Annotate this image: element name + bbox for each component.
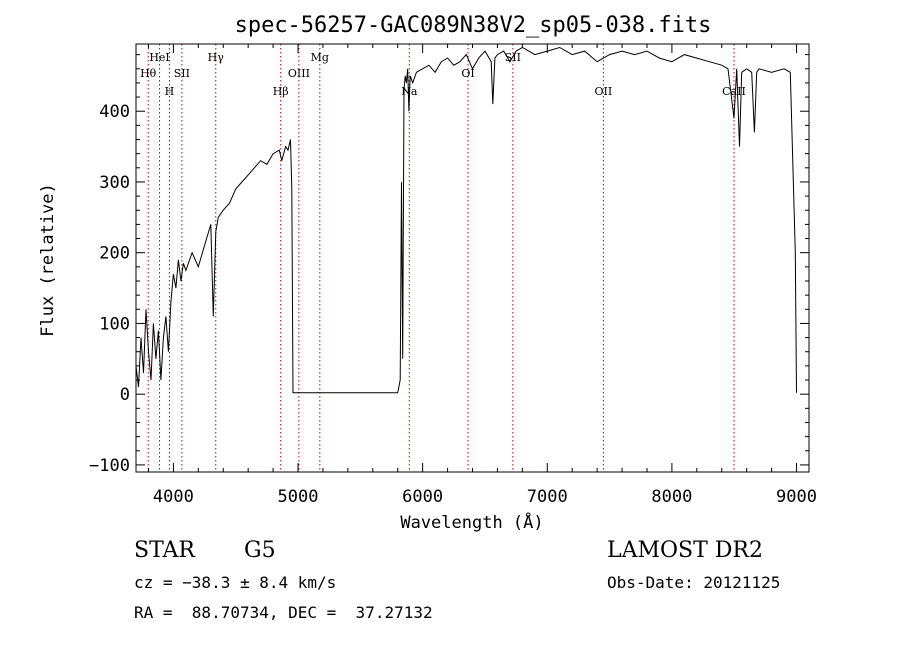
coordinates: RA = 88.70734, DEC = 37.27132: [134, 603, 433, 622]
x-tick-label-2: 6000: [402, 487, 443, 507]
marker-label-12: CaII: [722, 85, 746, 98]
y-tick-label-4: 300: [99, 173, 130, 193]
survey-name: LAMOST DR2: [607, 538, 763, 563]
marker-label-1: HeI: [149, 51, 169, 64]
y-tick-label-2: 100: [99, 314, 130, 334]
y-axis-label: Flux (relative): [38, 183, 58, 337]
obs-date: Obs-Date: 20121125: [607, 573, 781, 592]
spectrum-line: [135, 46, 797, 394]
x-tick-label-3: 7000: [527, 487, 568, 507]
marker-label-5: Hβ: [273, 85, 289, 98]
marker-label-7: Mg: [311, 51, 329, 64]
marker-label-0: Hθ: [140, 67, 157, 80]
object-subclass: G5: [244, 538, 276, 563]
y-axis-ticks: −100 0 100 200 300 400: [89, 54, 809, 476]
marker-label-4: Hγ: [208, 51, 225, 64]
x-tick-label-0: 4000: [153, 487, 194, 507]
marker-label-6: OIII: [288, 67, 310, 80]
y-tick-label-0: −100: [89, 456, 130, 476]
x-tick-label-4: 8000: [651, 487, 692, 507]
spectrum-series: [135, 46, 797, 394]
y-tick-label-1: 0: [120, 385, 130, 405]
plot-frame: [135, 43, 810, 473]
x-axis-label: Wavelength (Å): [400, 511, 543, 533]
marker-label-3: SII: [174, 67, 190, 80]
object-class: STAR: [134, 538, 195, 563]
x-tick-label-1: 5000: [278, 487, 319, 507]
marker-label-2: H: [165, 85, 175, 98]
marker-label-9: OI: [461, 67, 474, 80]
redshift-text: cz = −38.3 ± 8.4 km/s: [134, 573, 337, 592]
y-tick-label-3: 200: [99, 244, 130, 264]
x-tick-label-5: 9000: [776, 487, 817, 507]
chart-title: spec-56257-GAC089N38V2_sp05-038.fits: [235, 13, 712, 38]
x-axis-ticks: 4000 5000 6000 7000 8000 9000: [147, 44, 817, 507]
y-tick-label-5: 400: [99, 102, 130, 122]
marker-label-11: OII: [595, 85, 613, 98]
